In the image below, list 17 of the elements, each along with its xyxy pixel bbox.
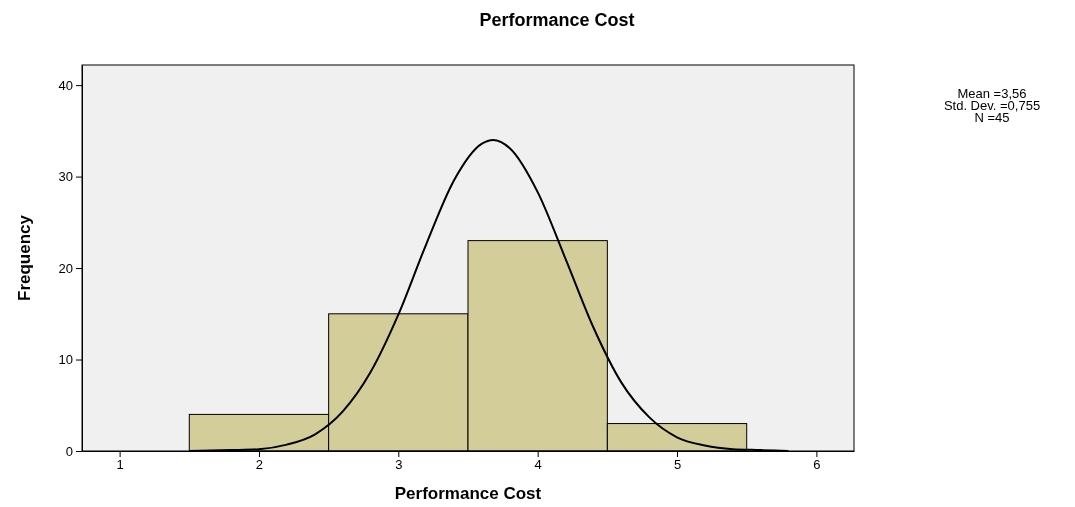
y-tick-label: 0 [65, 443, 73, 459]
text: Std. Dev. =0,755 [943, 98, 1041, 113]
x-tick-label: 4 [534, 457, 542, 473]
y-axis-title: Frequency [15, 214, 34, 301]
x-tick-label: 5 [673, 457, 682, 473]
text: N =45 [974, 110, 1010, 125]
x-tick-label: 3 [395, 457, 403, 473]
y-tick-label: 10 [58, 352, 73, 368]
x-tick-label: 1 [116, 457, 124, 473]
x-tick-label: 2 [255, 457, 264, 473]
chart-title: Performance Cost [479, 10, 635, 30]
y-tick-label: 30 [58, 169, 73, 185]
text: Mean =3,56 [957, 86, 1027, 101]
x-axis-title: Performance Cost [394, 484, 542, 503]
y-tick-label: 20 [58, 260, 73, 276]
y-tick-label: 40 [58, 77, 73, 93]
x-tick-label: 6 [813, 457, 821, 473]
